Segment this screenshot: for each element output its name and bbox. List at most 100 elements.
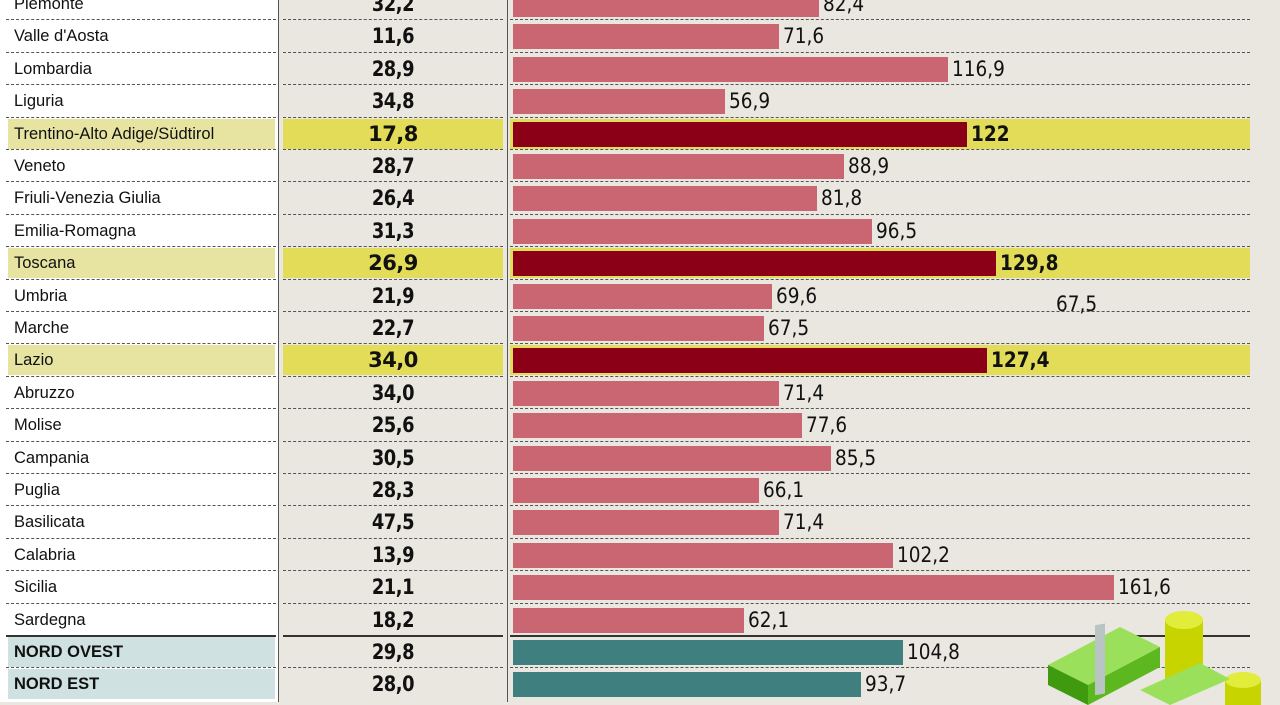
bar (513, 218, 872, 244)
region-value: 25,6 (371, 413, 415, 438)
region-name: Friuli-Venezia Giulia (14, 189, 161, 208)
row-separator (283, 51, 503, 53)
bar-label: 71,4 (782, 510, 824, 535)
region-value: 34,8 (371, 89, 415, 114)
banknote-stack-icon (1048, 623, 1230, 705)
table-row: Campania 30,5 85,5 (0, 442, 1280, 474)
bar-label: 81,8 (821, 186, 863, 211)
bar (513, 186, 818, 212)
table-row: Trentino-Alto Adige/Südtirol 17,8 122 (0, 118, 1280, 150)
row-separator (510, 278, 1250, 280)
table-row: Liguria 34,8 56,9 (0, 85, 1280, 118)
region-name: Piemonte (14, 0, 84, 13)
bar (513, 89, 725, 115)
row-separator (6, 343, 276, 345)
region-name: Emilia-Romagna (14, 221, 136, 240)
row-separator (6, 181, 276, 183)
bar (513, 672, 862, 698)
section-divider (6, 635, 276, 637)
table-row: Calabria 13,9 102,2 (0, 539, 1280, 572)
row-separator (283, 116, 503, 118)
bar (513, 445, 831, 471)
money-illustration-icon (1048, 611, 1261, 705)
bar-label: 93,7 (865, 672, 907, 697)
region-value: 32,2 (371, 0, 415, 16)
row-separator (510, 375, 1250, 377)
row-separator (510, 472, 1250, 474)
bar (513, 348, 987, 374)
row-separator (6, 570, 276, 572)
bar-label: 56,9 (728, 89, 770, 114)
row-separator (6, 148, 276, 150)
region-name: Marche (14, 319, 70, 337)
bar-label: 129,8 (999, 251, 1059, 276)
stray-bar-label: 67,5 (1056, 292, 1098, 316)
bar (513, 0, 820, 17)
row-separator (6, 375, 276, 377)
region-value: 28,0 (371, 672, 415, 697)
row-separator (510, 84, 1250, 86)
table-row: Sicilia 21,1 161,6 (0, 571, 1280, 604)
row-separator (510, 667, 1250, 669)
bar-label: 102,2 (897, 542, 950, 567)
bar-label: 96,5 (875, 218, 918, 243)
row-separator (6, 278, 276, 280)
row-separator (6, 84, 276, 86)
bar-label: 71,4 (782, 380, 824, 405)
region-value: 29,8 (371, 640, 415, 664)
bar (513, 510, 779, 536)
region-value: 22,7 (371, 316, 415, 340)
table-row: NORD OVEST 29,8 104,8 (0, 636, 1280, 669)
region-name: Calabria (14, 545, 76, 564)
table-row: Marche 22,7 67,5 (0, 312, 1280, 345)
row-separator (6, 472, 276, 474)
column-divider (507, 0, 508, 702)
row-separator (283, 246, 503, 248)
section-divider (510, 635, 1250, 637)
bar-label: 71,6 (783, 24, 825, 49)
table-row: Molise 25,6 77,6 (0, 409, 1280, 442)
table-row: Abruzzo 34,0 71,4 (0, 377, 1280, 410)
region-name: Abruzzo (14, 383, 75, 402)
row-separator (283, 505, 503, 507)
row-separator (510, 246, 1250, 248)
row-separator (510, 440, 1250, 442)
table-row: Sardegna 18,2 62,1 (0, 604, 1280, 636)
bar (513, 316, 765, 341)
bar-label: 104,8 (906, 640, 960, 664)
row-separator (6, 667, 276, 669)
region-value: 18,2 (371, 607, 415, 632)
row-separator (510, 19, 1250, 21)
bar (513, 56, 948, 82)
table-row: Veneto 28,7 88,9 (0, 150, 1280, 183)
bar (513, 380, 779, 406)
row-separator (283, 570, 503, 572)
row-separator (283, 343, 503, 345)
table-row: Emilia-Romagna 31,3 96,5 (0, 215, 1280, 248)
region-name: Sardegna (14, 610, 86, 629)
bar-label: 77,6 (805, 413, 847, 438)
region-name: Molise (14, 416, 62, 435)
bar (513, 283, 772, 309)
row-separator (6, 246, 276, 248)
region-name: NORD EST (8, 669, 275, 700)
row-separator (6, 19, 276, 21)
region-value: 26,4 (371, 186, 415, 211)
bar (513, 575, 1114, 601)
region-name: Sicilia (14, 578, 58, 597)
row-separator (283, 213, 503, 215)
bar-label: 122 (970, 121, 1010, 146)
region-name: Campania (14, 448, 90, 467)
region-value: 34,0 (283, 345, 503, 376)
row-separator (510, 51, 1250, 53)
row-separator (510, 537, 1250, 539)
bar-label: 116,9 (951, 56, 1005, 81)
row-separator (510, 408, 1250, 410)
row-separator (6, 408, 276, 410)
table-row: Lazio 34,0 127,4 (0, 344, 1280, 377)
region-value: 26,9 (283, 248, 503, 279)
bar-label: 67,5 (768, 316, 810, 340)
bar (513, 478, 759, 503)
row-separator (510, 602, 1250, 604)
row-separator (283, 602, 503, 604)
